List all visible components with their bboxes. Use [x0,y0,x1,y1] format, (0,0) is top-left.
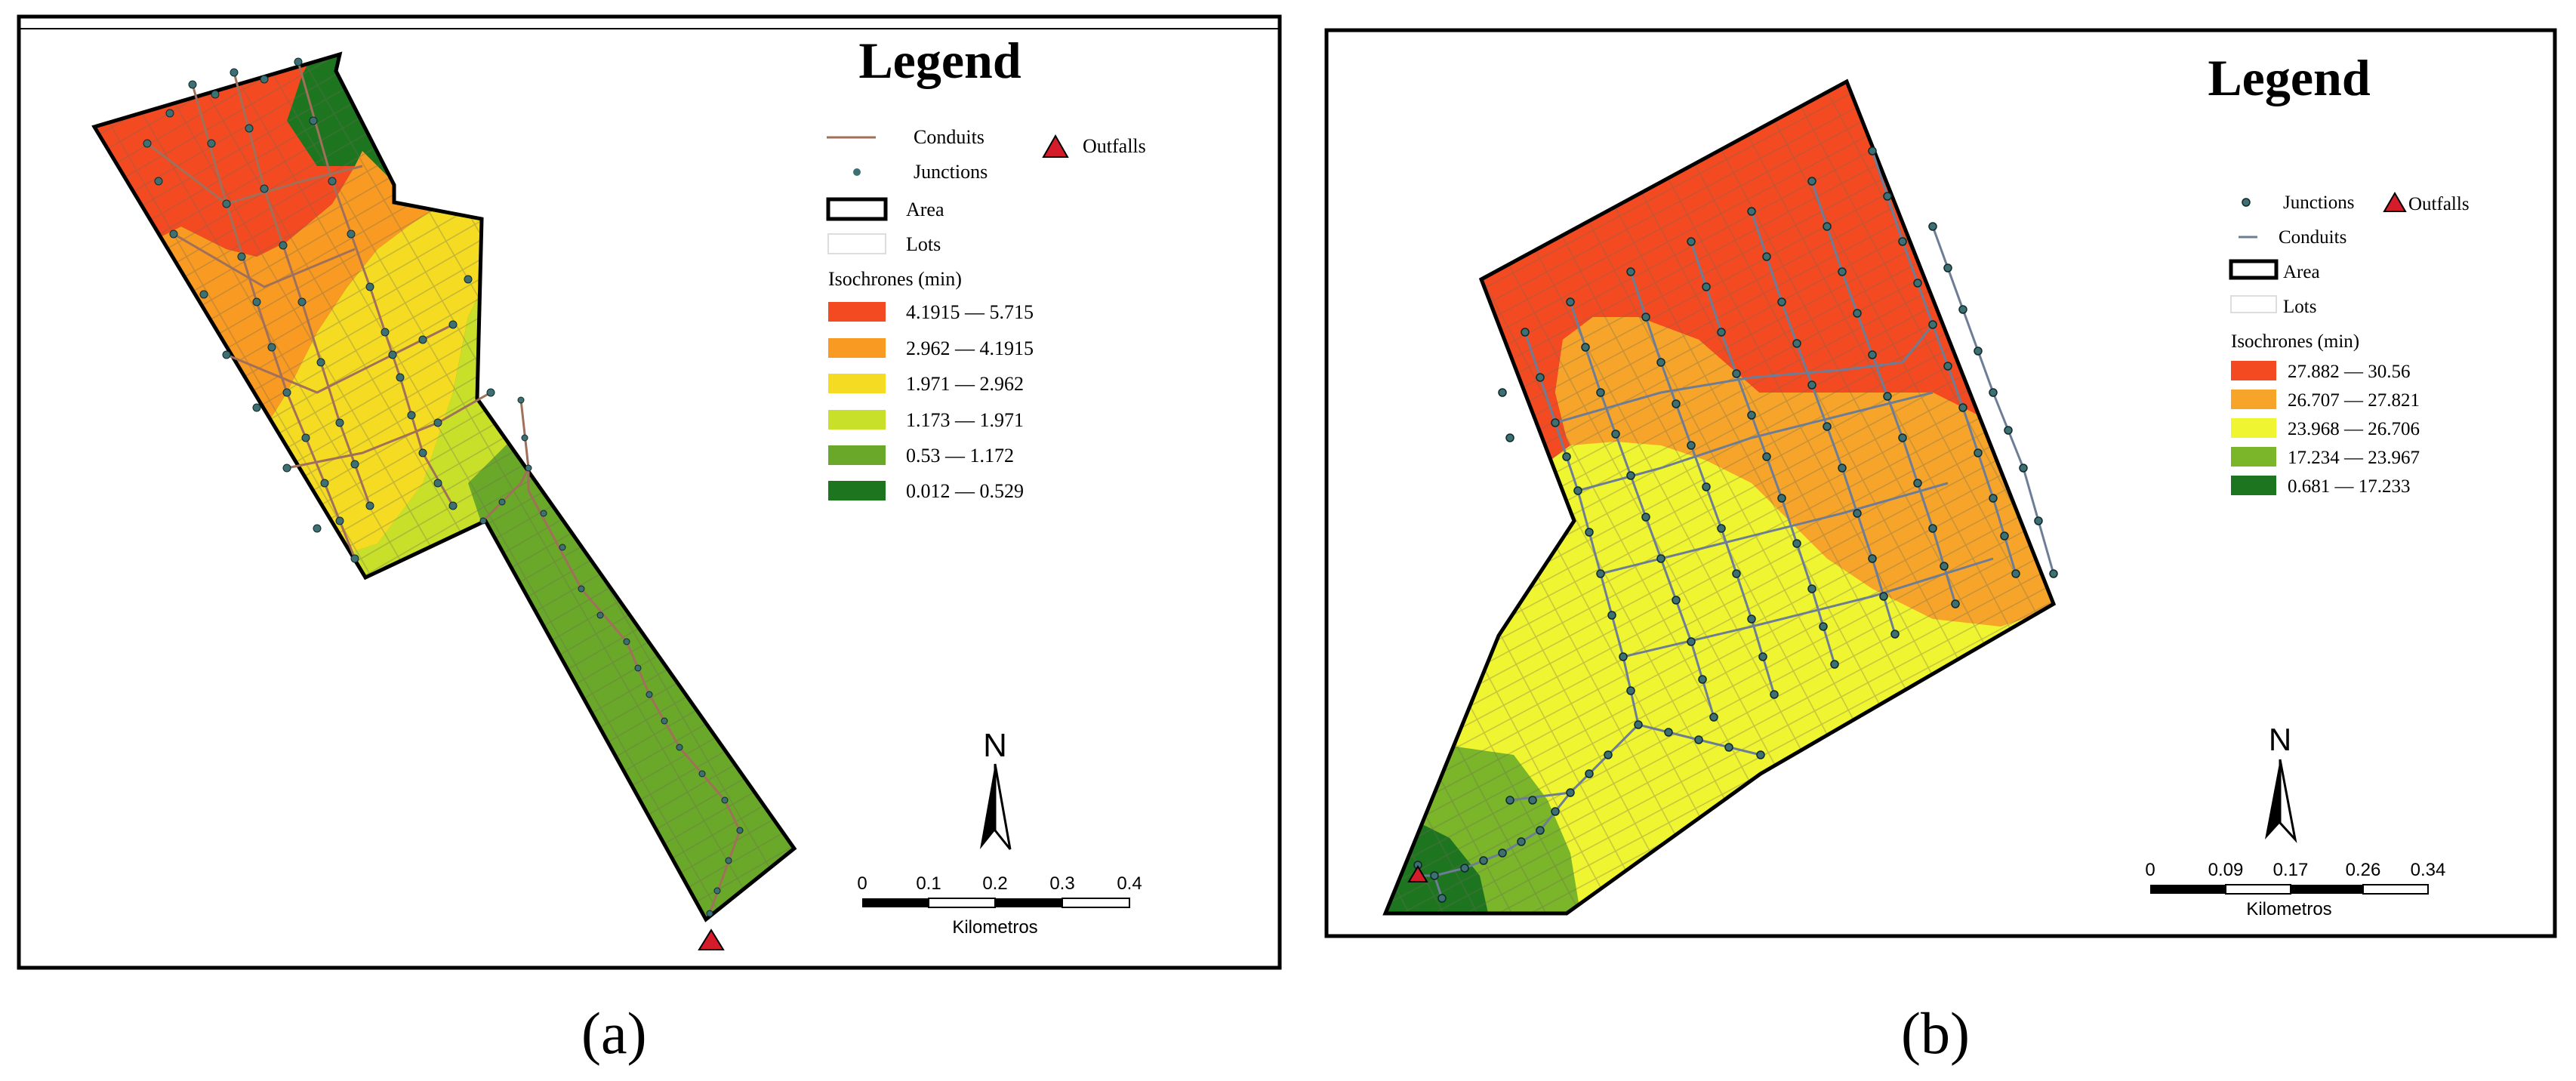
legend-a-swatch-1 [828,338,886,358]
scale-b-unit: Kilometros [2246,899,2331,919]
legend-b-area-swatch [2229,259,2279,280]
legend-b-area-label: Area [2283,262,2320,282]
north-arrow-a-label: N [983,727,1007,764]
legend-b-label-0: 27.882 — 30.56 [2288,362,2411,382]
legend-a-classes: 4.1915 — 5.715 2.962 — 4.1915 1.971 — 2.… [828,301,1034,502]
panel-a: Legend Conduits Junctions Outfalls Area … [17,14,1282,970]
outfall-a-marker [698,929,725,950]
legend-a-isochrones-title: Isochrones (min) [828,268,962,290]
caption-a: (a) [581,1000,647,1066]
legend-b-swatch-4 [2231,476,2276,495]
legend-a-lots-label: Lots [906,233,941,255]
legend-b-label-1: 26.707 — 27.821 [2288,390,2420,411]
legend-a-label-5: 0.012 — 0.529 [906,480,1024,502]
legend-b-swatch-0 [2231,361,2276,380]
scale-b-tick-1: 0.09 [2208,860,2244,880]
legend-b-label-4: 0.681 — 17.233 [2288,476,2411,497]
scale-a-tick-1: 0.1 [916,873,941,894]
legend-b-lots-swatch [2230,295,2277,313]
legend-a-label-3: 1.173 — 1.971 [906,409,1024,431]
scale-a-tick-2: 0.2 [982,873,1007,894]
caption-b: (b) [1901,1000,1970,1066]
legend-a-label-4: 0.53 — 1.172 [906,445,1014,467]
scale-b-tick-2: 0.17 [2273,860,2309,880]
legend-a-label-0: 4.1915 — 5.715 [906,301,1034,323]
scale-bar-b: 0 0.09 0.17 0.26 0.34 Kilometros [2145,860,2445,919]
panel-b: Legend Junctions Outfalls Conduits Area … [1324,28,2557,938]
legend-b-swatch-2 [2231,418,2276,438]
legend-b-swatch-1 [2231,390,2276,409]
legend-b-conduits-label: Conduits [2279,227,2346,248]
legend-a-lots-swatch [827,233,886,254]
legend-b-label-3: 17.234 — 23.967 [2288,448,2420,468]
legend-b-junctions-label: Junctions [2283,192,2354,213]
legend-a: Legend Conduits Junctions Outfalls Area … [826,32,1146,502]
legend-a-outfalls-swatch [1042,134,1069,158]
north-arrow-a: N [980,727,1012,850]
legend-a-conduits-label: Conduits [914,126,984,148]
legend-a-swatch-3 [828,410,886,430]
area-b-outline [1382,79,2057,916]
scale-b-tick-4: 0.34 [2411,860,2446,880]
legend-b-junctions-swatch [2242,198,2251,207]
legend-a-label-2: 1.971 — 2.962 [906,373,1024,395]
junctions-b [1413,146,2058,903]
legend-a-area-swatch [826,197,888,221]
legend-b-classes: 27.882 — 30.56 26.707 — 27.821 23.968 — … [2231,361,2420,497]
legend-a-swatch-5 [828,481,886,500]
legend-b-swatch-3 [2231,447,2276,467]
scale-b-tick-3: 0.26 [2346,860,2381,880]
legend-b-label-2: 23.968 — 26.706 [2288,419,2420,439]
north-arrow-b: N [2265,722,2297,843]
legend-b-title: Legend [2208,49,2371,106]
scale-a-unit: Kilometros [952,917,1037,938]
legend-b-outfalls-label: Outfalls [2408,194,2470,214]
legend-b-lots-label: Lots [2283,297,2316,317]
legend-a-area-label: Area [906,199,944,220]
north-arrow-b-label: N [2269,722,2291,757]
area-a-outline [91,51,797,922]
junctions-a [143,57,744,917]
legend-b-isochrones-title: Isochrones (min) [2231,331,2359,352]
legend-a-swatch-2 [828,374,886,393]
legend-b-outfalls-swatch [2383,192,2407,212]
outfall-b-marker [1407,865,1428,882]
legend-a-swatch-0 [828,302,886,322]
scale-a-tick-3: 0.3 [1049,873,1074,894]
legend-a-junctions-swatch [853,168,861,176]
scale-bar-a: 0 0.1 0.2 0.3 0.4 Kilometros [857,873,1142,938]
legend-b: Legend Junctions Outfalls Conduits Area … [2208,49,2469,497]
legend-a-title: Legend [858,32,1021,89]
scale-b-tick-0: 0 [2145,860,2155,880]
legend-a-label-1: 2.962 — 4.1915 [906,337,1034,359]
scale-a-tick-0: 0 [857,873,867,894]
scale-a-tick-4: 0.4 [1117,873,1142,894]
legend-a-swatch-4 [828,445,886,465]
legend-a-outfalls-label: Outfalls [1083,135,1146,157]
legend-a-junctions-label: Junctions [914,161,988,183]
